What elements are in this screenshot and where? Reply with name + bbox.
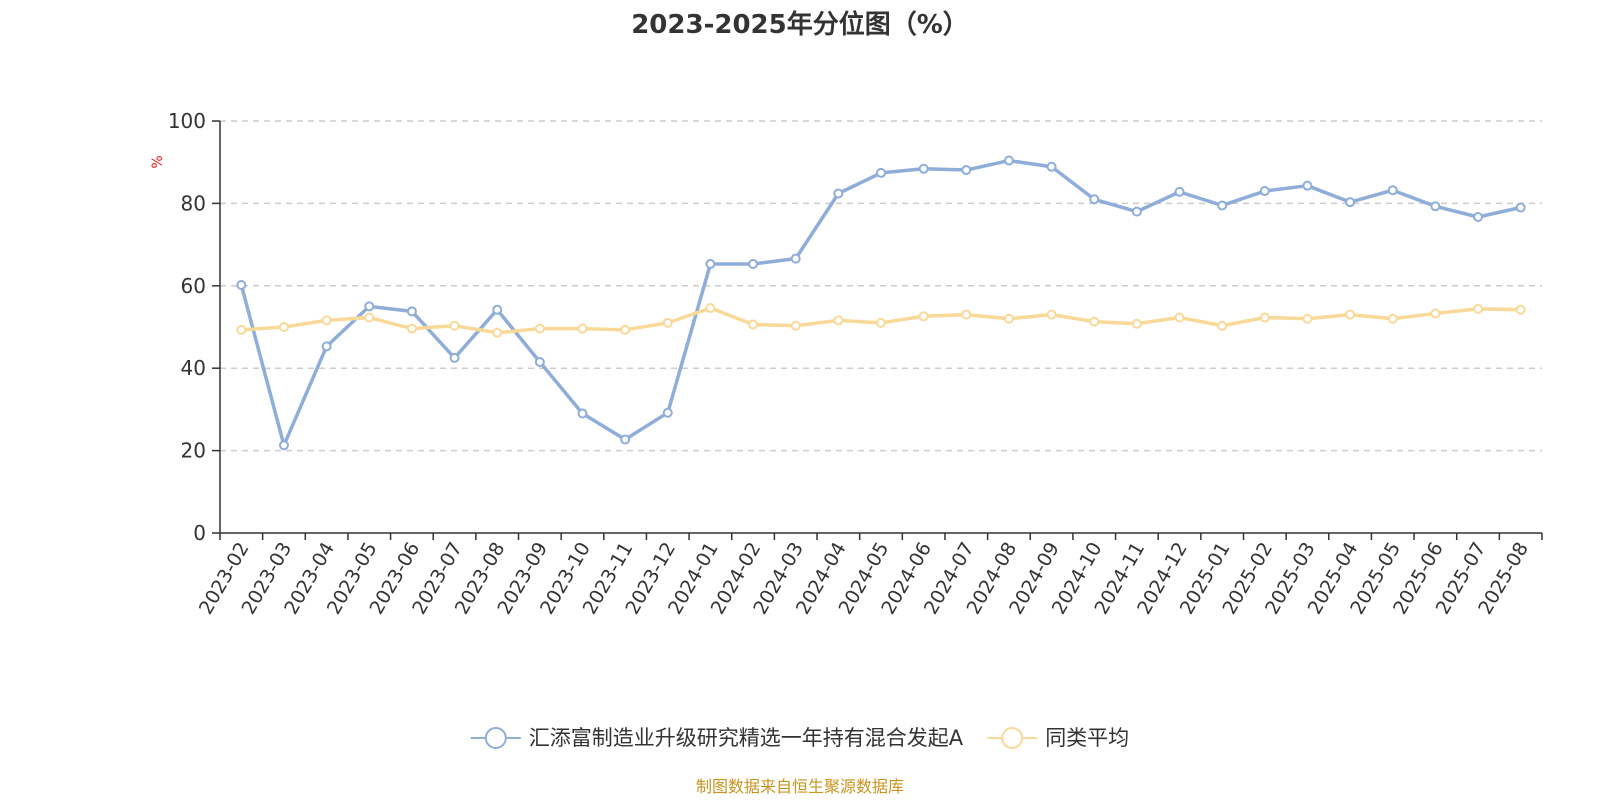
data-point-series-2 (321, 315, 332, 326)
data-point-series-1 (918, 163, 929, 174)
data-point-series-1 (278, 440, 289, 451)
data-point-series-2 (876, 317, 886, 328)
data-point-series-2 (1003, 313, 1014, 324)
y-tick-label: 100 (168, 109, 206, 133)
data-point-series-1 (492, 304, 503, 315)
legend-item-2: 同类平均 (987, 726, 1129, 750)
data-point-series-1 (577, 408, 588, 419)
data-point-series-1 (364, 301, 375, 312)
legend-item-1: 汇添富制造业升级研究精选一年持有混合发起A (470, 726, 964, 750)
data-point-series-2 (534, 323, 545, 334)
data-point-series-1 (1089, 194, 1100, 205)
data-point-series-2 (705, 303, 716, 314)
data-point-series-1 (705, 258, 716, 269)
data-point-series-2 (918, 311, 929, 322)
y-tick-label: 20 (181, 439, 206, 463)
data-point-series-1 (1345, 197, 1356, 208)
legend: 汇添富制造业升级研究精选一年持有混合发起A 同类平均 (470, 726, 1129, 750)
data-point-series-1 (321, 341, 332, 352)
data-point-series-2 (1217, 320, 1228, 331)
data-point-series-1 (236, 279, 247, 290)
data-point-series-1 (1046, 161, 1057, 172)
data-point-series-2 (1515, 304, 1526, 315)
data-point-series-2 (1473, 303, 1484, 314)
data-point-series-2 (790, 320, 801, 331)
data-point-series-1 (406, 306, 417, 317)
data-point-series-1 (662, 407, 673, 418)
data-point-series-1 (534, 357, 545, 368)
legend-label: 汇添富制造业升级研究精选一年持有混合发起A (529, 726, 964, 750)
data-point-series-2 (1089, 316, 1100, 327)
data-point-series-2 (961, 309, 972, 320)
data-point-series-2 (833, 315, 844, 326)
data-point-series-2 (278, 322, 289, 332)
data-point-series-2 (662, 317, 673, 328)
data-point-series-1 (833, 188, 844, 199)
data-point-series-1 (876, 167, 886, 178)
y-tick-label: 40 (181, 356, 206, 380)
data-point-series-2 (1259, 312, 1270, 323)
data-point-series-2 (1430, 308, 1441, 319)
data-point-series-1 (748, 258, 759, 269)
data-point-series-1 (1515, 202, 1526, 213)
data-point-series-2 (1131, 318, 1142, 329)
data-point-series-1 (1217, 200, 1228, 211)
data-point-series-2 (1046, 309, 1057, 320)
data-point-series-2 (1302, 313, 1313, 324)
data-point-series-2 (1345, 309, 1356, 320)
y-tick-label: 80 (181, 191, 206, 215)
data-point-series-2 (620, 324, 631, 335)
data-point-series-2 (577, 323, 588, 334)
data-point-series-2 (449, 320, 460, 331)
source-note: 制图数据来自恒生聚源数据库 (696, 777, 904, 796)
data-point-series-1 (1131, 206, 1142, 217)
y-axis-unit: % (150, 155, 166, 168)
data-point-series-1 (1302, 180, 1313, 191)
legend-marker (484, 727, 507, 749)
data-point-series-1 (1174, 186, 1185, 197)
data-point-series-2 (1174, 312, 1185, 323)
data-point-series-1 (1003, 155, 1014, 166)
data-point-series-2 (492, 327, 503, 338)
data-point-series-1 (620, 434, 631, 445)
data-point-series-2 (236, 324, 247, 335)
data-point-series-2 (1387, 313, 1398, 324)
data-point-series-1 (1259, 186, 1270, 197)
series-points (236, 155, 1526, 451)
data-point-series-2 (748, 319, 759, 330)
data-point-series-2 (364, 312, 375, 323)
data-point-series-1 (1473, 211, 1484, 222)
legend-marker (1001, 727, 1024, 749)
data-point-series-2 (406, 323, 417, 334)
data-point-series-1 (1387, 185, 1398, 196)
legend-label: 同类平均 (1045, 726, 1129, 750)
chart-title: 2023-2025年分位图（%） (631, 9, 969, 40)
y-tick-label: 60 (181, 274, 206, 298)
data-point-series-1 (449, 352, 460, 363)
data-point-series-1 (961, 165, 972, 176)
data-point-series-1 (790, 253, 801, 264)
data-point-series-1 (1430, 201, 1441, 212)
grid-lines (220, 120, 1542, 452)
y-tick-label: 0 (193, 521, 206, 545)
